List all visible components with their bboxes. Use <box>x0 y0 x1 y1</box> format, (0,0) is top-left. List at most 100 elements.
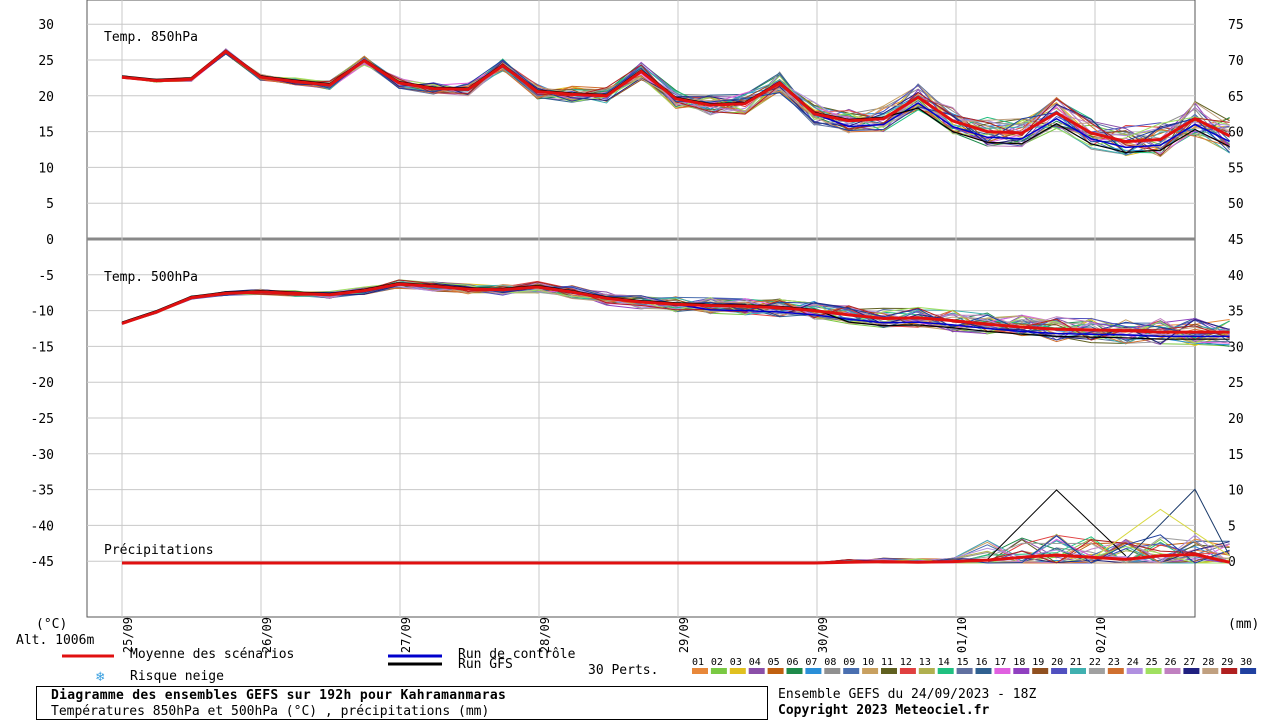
pert-number: 14 <box>938 657 950 668</box>
member-line-850 <box>121 48 1230 154</box>
right-tick-label: 15 <box>1228 448 1244 463</box>
date-labels: 25/09 26/09 27/09 28/09 29/09 30/09 01/10 02/10 <box>121 617 1108 653</box>
pert-swatch <box>994 668 1011 674</box>
pert-swatch <box>786 668 803 674</box>
right-tick-label: 40 <box>1228 269 1244 284</box>
t850-label: Temp. 850hPa <box>104 30 198 45</box>
right-tick-label: 75 <box>1228 18 1244 33</box>
pert-number: 27 <box>1183 657 1195 668</box>
pert-number: 22 <box>1089 657 1101 668</box>
run-info: Ensemble GEFS du 24/09/2023 - 18Z <box>778 687 1037 702</box>
pert-swatch <box>862 668 879 674</box>
date-label: 28/09 <box>538 617 552 653</box>
pert-number: 04 <box>749 657 761 668</box>
left-tick-label: -30 <box>31 448 54 463</box>
pert-swatch <box>1240 668 1257 674</box>
pert-number: 03 <box>730 657 742 668</box>
pert-swatch <box>824 668 841 674</box>
pert-swatch <box>692 668 708 674</box>
legend-control-label: Run de contrôle <box>458 647 576 662</box>
mean-lines <box>121 49 1231 565</box>
right-tick-label: 55 <box>1228 161 1244 176</box>
mean-line-precip <box>122 552 1230 565</box>
left-tick-label: 10 <box>38 161 54 176</box>
pert-swatch <box>843 668 860 674</box>
pert-number: 12 <box>900 657 912 668</box>
date-label: 27/09 <box>399 617 413 653</box>
date-label: 29/09 <box>677 617 691 653</box>
chart-subtitle: Températures 850hPa et 500hPa (°C) , pré… <box>51 704 490 719</box>
left-tick-label: -35 <box>31 484 54 499</box>
pert-number: 16 <box>976 657 988 668</box>
pert-number: 18 <box>1013 657 1025 668</box>
date-label: 26/09 <box>260 617 274 653</box>
pert-swatch <box>1183 668 1200 674</box>
altitude-label: Alt. 1006m <box>16 633 95 648</box>
pert-number: 19 <box>1032 657 1044 668</box>
pert-swatch <box>767 668 784 674</box>
pert-swatch <box>805 668 822 674</box>
pert-swatch <box>899 668 916 674</box>
left-tick-label: 0 <box>46 233 54 248</box>
pert-number: 28 <box>1202 657 1214 668</box>
right-tick-label: 0 <box>1228 555 1236 570</box>
legend-perts-label: 30 Perts. <box>588 663 659 678</box>
snowflake-icon: ❄ <box>96 669 105 685</box>
pert-number: 29 <box>1221 657 1233 668</box>
pert-swatch <box>1070 668 1086 674</box>
pert-swatch <box>881 668 897 674</box>
pert-swatch <box>1107 668 1124 674</box>
pert-swatch <box>956 668 973 674</box>
pert-number: 21 <box>1070 657 1082 668</box>
right-tick-label: 25 <box>1228 376 1244 391</box>
precip-peak-line <box>1090 508 1230 560</box>
copyright: Copyright 2023 Meteociel.fr <box>778 703 990 718</box>
t500-label: Temp. 500hPa <box>104 270 198 285</box>
pert-number: 24 <box>1127 657 1139 668</box>
pert-number: 01 <box>692 657 704 668</box>
pert-number: 07 <box>805 657 817 668</box>
title-box: Diagramme des ensembles GEFS sur 192h po… <box>36 686 768 720</box>
date-label: 01/10 <box>955 617 969 653</box>
pert-number: 15 <box>957 657 969 668</box>
pert-swatch <box>1013 668 1030 674</box>
right-tick-label: 45 <box>1228 233 1244 248</box>
left-tick-label: -40 <box>31 519 54 534</box>
precip-peak-line <box>986 489 1127 560</box>
pert-number: 26 <box>1165 657 1177 668</box>
right-tick-label: 5 <box>1228 519 1236 534</box>
pert-swatch <box>918 668 935 674</box>
left-tick-label: -45 <box>31 555 54 570</box>
mean-line-850 <box>121 49 1231 144</box>
left-tick-label: 20 <box>38 90 54 105</box>
right-axis-unit: (mm) <box>1228 617 1260 632</box>
precip-label: Précipitations <box>104 543 214 558</box>
left-tick-label: -5 <box>38 269 54 284</box>
date-label: 30/09 <box>816 617 830 653</box>
right-tick-label: 35 <box>1228 305 1244 320</box>
right-tick-label: 20 <box>1228 412 1244 427</box>
left-tick-label: 5 <box>46 197 54 212</box>
pert-swatch <box>1164 668 1181 674</box>
left-tick-label: -20 <box>31 376 54 391</box>
pert-number: 10 <box>862 657 874 668</box>
mean-line-500 <box>121 282 1230 334</box>
pert-number: 13 <box>919 657 931 668</box>
pert-swatch <box>1145 668 1162 674</box>
left-tick-label: 25 <box>38 54 54 69</box>
pert-number: 08 <box>824 657 836 668</box>
pert-number: 30 <box>1240 657 1252 668</box>
pert-swatch <box>1221 668 1238 674</box>
pert-number: 05 <box>768 657 780 668</box>
pert-swatch <box>937 668 954 674</box>
right-tick-label: 70 <box>1228 54 1244 69</box>
pert-swatch <box>1051 668 1068 674</box>
legend-gfs-label: Run GFS <box>458 657 513 672</box>
left-tick-label: 15 <box>38 126 54 141</box>
pert-number: 23 <box>1108 657 1120 668</box>
pert-swatch <box>710 668 727 674</box>
member-line-850 <box>121 49 1230 153</box>
right-tick-label: 10 <box>1228 484 1244 499</box>
